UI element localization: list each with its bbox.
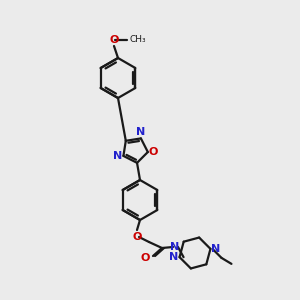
- Text: O: O: [132, 232, 142, 242]
- Text: O: O: [141, 253, 150, 263]
- Text: O: O: [109, 35, 119, 45]
- Text: N: N: [113, 151, 122, 161]
- Text: CH₃: CH₃: [129, 34, 146, 43]
- Text: N: N: [212, 244, 221, 254]
- Text: N: N: [136, 128, 146, 137]
- Text: N: N: [169, 252, 178, 262]
- Text: O: O: [149, 147, 158, 157]
- Text: N: N: [170, 242, 180, 252]
